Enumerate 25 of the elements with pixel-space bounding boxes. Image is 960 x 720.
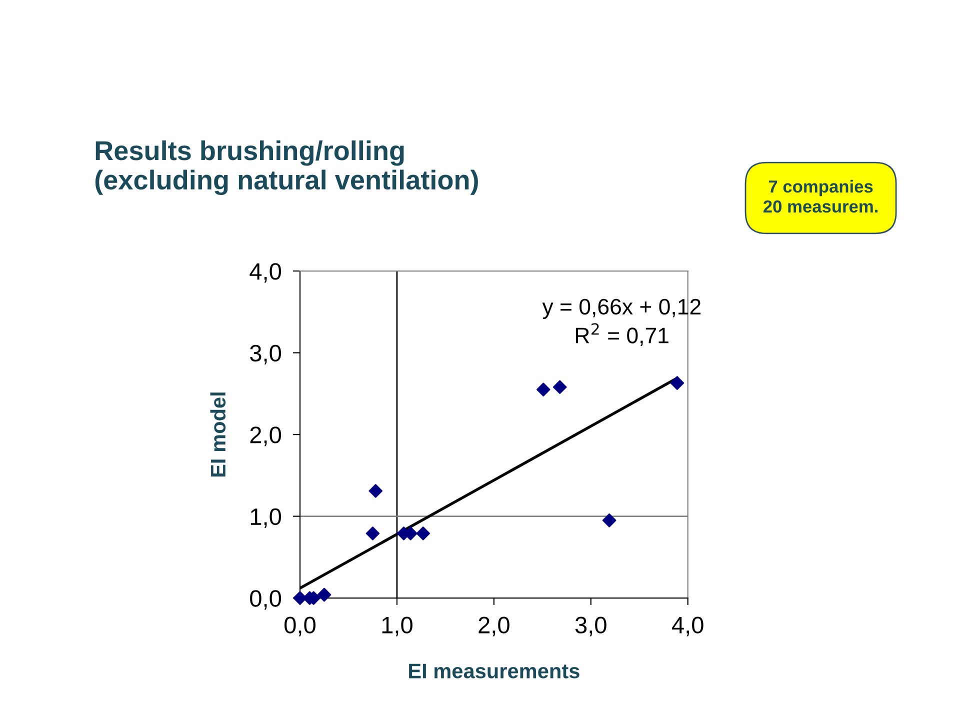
point <box>536 382 550 396</box>
annotation: y = 0,66x + 0,12 <box>542 298 700 319</box>
x-tick-label: 1,0 <box>382 616 412 636</box>
point <box>552 380 567 394</box>
x-tick-label: 3,0 <box>575 616 606 636</box>
point <box>317 588 332 602</box>
y-tick-label: 4,0 <box>250 263 282 283</box>
point <box>293 591 307 605</box>
point <box>366 526 380 540</box>
y-tick-label: 3,0 <box>250 344 282 364</box>
annotation: R$^{2}$ = 0,71 <box>576 323 668 346</box>
point <box>416 526 430 540</box>
point <box>602 513 616 528</box>
x-tick-label: 4,0 <box>672 616 704 636</box>
y-tick-label: 0,0 <box>250 590 282 610</box>
x-axis-title: EI measurements <box>409 664 580 678</box>
point <box>670 376 684 390</box>
x-tick-label: 0,0 <box>284 616 316 636</box>
y-tick-label: 2,0 <box>250 426 282 446</box>
y-axis-title: EI model <box>210 392 226 477</box>
text: 7 companies 20 measurem. <box>763 180 878 213</box>
point <box>368 484 383 498</box>
x-tick-label: 2,0 <box>478 616 510 636</box>
chart-title: Results brushing/rolling (excluding natural ventilation) <box>95 140 478 196</box>
y-tick-label: 1,0 <box>250 508 282 528</box>
